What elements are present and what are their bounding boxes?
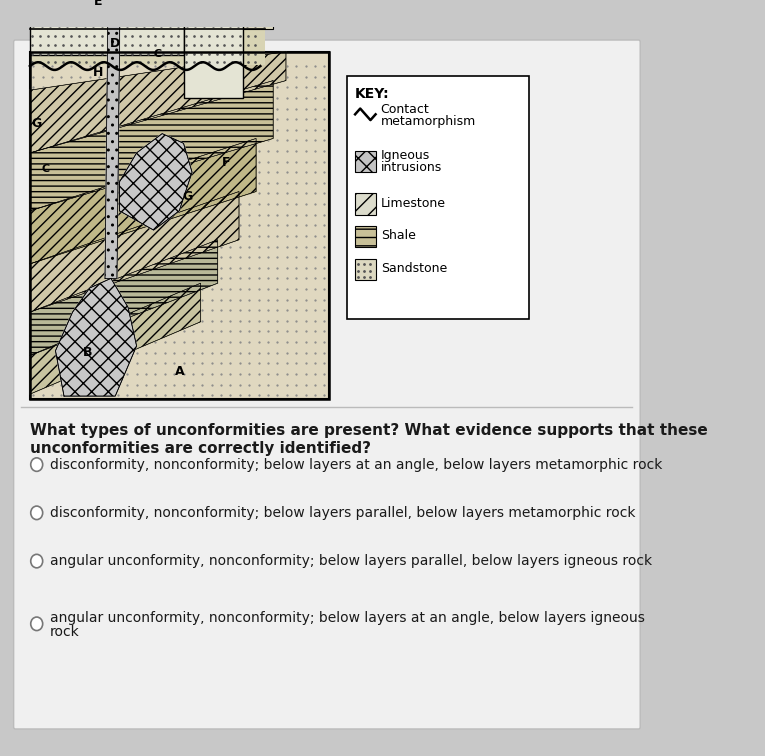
- Circle shape: [31, 617, 43, 631]
- Polygon shape: [30, 284, 200, 394]
- Text: angular unconformity, nonconformity; below layers at an angle, below layers igne: angular unconformity, nonconformity; bel…: [50, 611, 644, 625]
- Polygon shape: [56, 278, 137, 396]
- Text: G: G: [31, 117, 42, 131]
- Polygon shape: [30, 240, 218, 355]
- Circle shape: [31, 554, 43, 568]
- FancyBboxPatch shape: [30, 0, 184, 54]
- FancyBboxPatch shape: [355, 226, 376, 247]
- Text: Sandstone: Sandstone: [381, 262, 447, 275]
- FancyBboxPatch shape: [184, 0, 243, 98]
- Text: C: C: [154, 48, 162, 58]
- Text: Igneous: Igneous: [381, 150, 430, 163]
- Polygon shape: [119, 134, 192, 230]
- Text: disconformity, nonconformity; below layers parallel, below layers metamorphic ro: disconformity, nonconformity; below laye…: [50, 506, 635, 520]
- Text: F: F: [222, 156, 230, 169]
- Polygon shape: [30, 51, 286, 153]
- Text: KEY:: KEY:: [355, 87, 389, 101]
- Text: Limestone: Limestone: [381, 197, 446, 209]
- Polygon shape: [105, 0, 120, 278]
- FancyBboxPatch shape: [355, 259, 376, 280]
- FancyBboxPatch shape: [30, 29, 265, 65]
- Text: E: E: [94, 0, 103, 8]
- Text: angular unconformity, nonconformity; below layers parallel, below layers igneous: angular unconformity, nonconformity; bel…: [50, 554, 652, 568]
- Text: B: B: [83, 346, 93, 359]
- Text: G: G: [183, 190, 193, 203]
- Text: H: H: [93, 67, 103, 79]
- Text: disconformity, nonconformity; below layers at an angle, below layers metamorphic: disconformity, nonconformity; below laye…: [50, 457, 662, 472]
- Text: metamorphism: metamorphism: [381, 115, 476, 128]
- Text: What types of unconformities are present? What evidence supports that these
unco: What types of unconformities are present…: [30, 423, 708, 456]
- FancyBboxPatch shape: [30, 51, 329, 399]
- Text: rock: rock: [50, 624, 80, 639]
- Text: D: D: [110, 37, 120, 51]
- Polygon shape: [30, 81, 273, 211]
- Text: Contact: Contact: [381, 103, 429, 116]
- FancyBboxPatch shape: [355, 151, 376, 172]
- FancyBboxPatch shape: [347, 76, 529, 319]
- FancyBboxPatch shape: [355, 194, 376, 215]
- Text: Shale: Shale: [381, 229, 415, 243]
- Circle shape: [31, 506, 43, 519]
- Circle shape: [31, 458, 43, 471]
- FancyBboxPatch shape: [14, 40, 640, 729]
- Text: A: A: [174, 365, 184, 379]
- Polygon shape: [30, 191, 239, 312]
- Polygon shape: [30, 138, 256, 264]
- FancyBboxPatch shape: [30, 0, 273, 29]
- Text: C: C: [41, 164, 49, 175]
- Text: intrusions: intrusions: [381, 161, 442, 174]
